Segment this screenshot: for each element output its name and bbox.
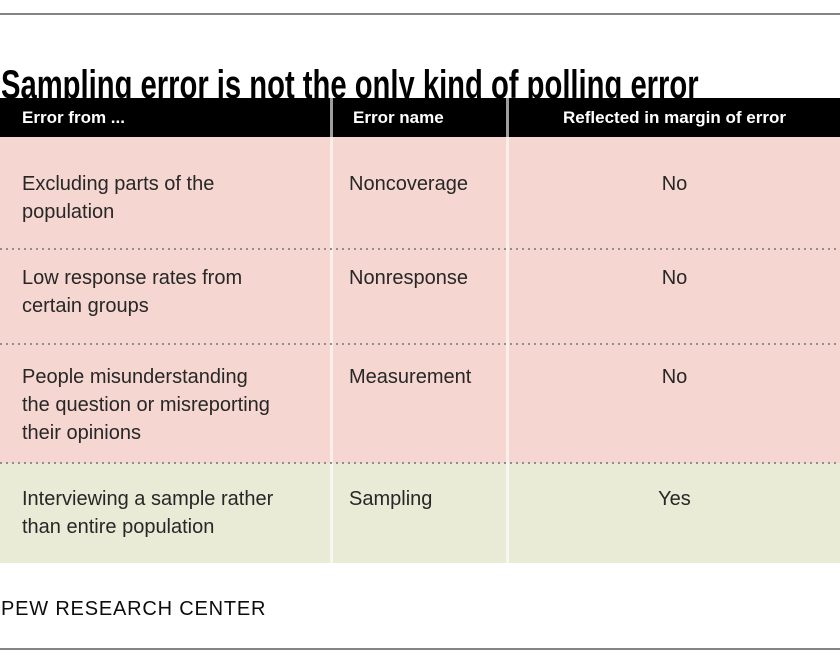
cell-error-name: Sampling — [330, 463, 506, 563]
cell-error-from: Low response rates from certain groups — [22, 267, 243, 317]
cell-error-from: Excluding parts of the population — [22, 173, 215, 223]
cell-error-name: Measurement — [330, 344, 506, 463]
header-error-name: Error name — [330, 98, 506, 137]
table-row-sampling: Interviewing a sample rather than entire… — [0, 463, 840, 563]
table-row-noncoverage: Excluding parts of the population Noncov… — [0, 137, 840, 249]
cell-error-from: Interviewing a sample rather than entire… — [22, 488, 274, 538]
cell-reflected: No — [506, 344, 840, 463]
source-label: PEW RESEARCH CENTER — [1, 598, 267, 620]
cell-reflected: No — [506, 249, 840, 344]
cell-reflected: No — [506, 137, 840, 249]
bottom-rule — [0, 648, 840, 650]
row-divider — [0, 343, 840, 345]
row-divider — [0, 248, 840, 250]
table-row-measurement: People misunderstanding the question or … — [0, 344, 840, 463]
header-error-from: Error from ... — [22, 107, 125, 127]
top-rule — [0, 13, 840, 15]
table-header-row: Error from ... Error name Reflected in m… — [0, 98, 840, 137]
cell-error-from: People misunderstanding the question or … — [22, 366, 270, 444]
header-reflected: Reflected in margin of error — [506, 98, 840, 137]
table-row-nonresponse: Low response rates from certain groups N… — [0, 249, 840, 344]
cell-error-name: Noncoverage — [330, 137, 506, 249]
row-divider — [0, 462, 840, 464]
cell-reflected: Yes — [506, 463, 840, 563]
polling-error-table: Error from ... Error name Reflected in m… — [0, 98, 840, 563]
cell-error-name: Nonresponse — [330, 249, 506, 344]
